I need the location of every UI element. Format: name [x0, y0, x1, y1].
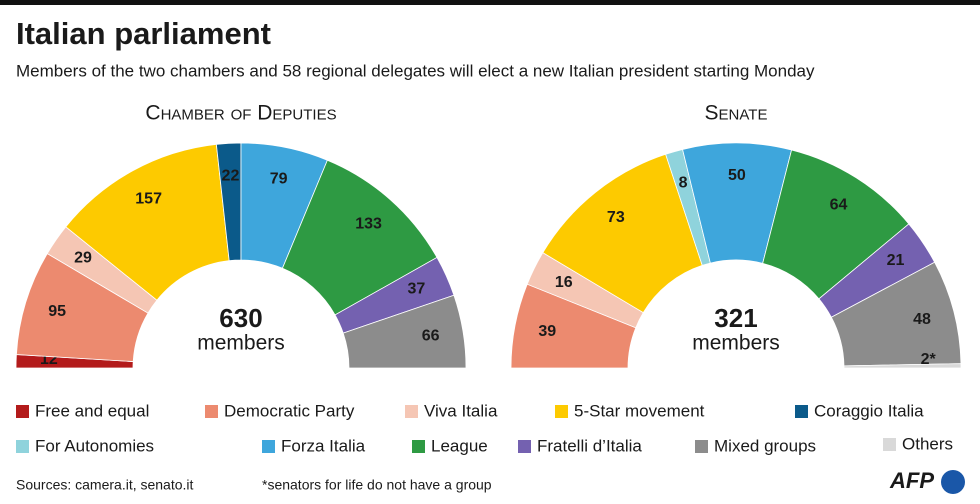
legend-swatch: [262, 440, 275, 453]
value-label: 157: [135, 191, 162, 208]
value-label: 37: [408, 281, 426, 298]
title: Italian parliament: [16, 16, 271, 51]
value-label: 79: [270, 171, 288, 188]
slice: [843, 363, 962, 369]
logo: AFP: [889, 468, 934, 493]
legend-label: Coraggio Italia: [814, 401, 924, 420]
value-label: 8: [679, 174, 688, 191]
top-bar: [0, 0, 980, 5]
value-label: 39: [538, 323, 556, 340]
legend-label: For Autonomies: [35, 436, 154, 455]
value-label: 73: [607, 209, 625, 226]
footnote: *senators for life do not have a group: [262, 477, 492, 493]
value-label: 29: [74, 250, 92, 267]
legend-swatch: [16, 405, 29, 418]
legend-swatch: [205, 405, 218, 418]
value-label: 50: [728, 167, 746, 184]
legend-swatch: [883, 438, 896, 451]
legend-label: Others: [902, 434, 953, 453]
legend-swatch: [795, 405, 808, 418]
value-label: 64: [830, 197, 848, 214]
legend-label: Democratic Party: [224, 401, 355, 420]
legend-swatch: [695, 440, 708, 453]
legend-swatch: [412, 440, 425, 453]
value-label: 95: [48, 303, 66, 320]
logo-dot: [941, 470, 965, 494]
subtitle: Members of the two chambers and 58 regio…: [16, 61, 815, 80]
value-label: 66: [422, 328, 440, 345]
value-label: 21: [887, 252, 905, 269]
legend-swatch: [16, 440, 29, 453]
value-label: 2*: [921, 351, 937, 368]
legend-label: 5-Star movement: [574, 401, 705, 420]
total: 321: [714, 303, 757, 333]
slice: [342, 294, 467, 369]
legend-swatch: [555, 405, 568, 418]
legend-label: League: [431, 436, 488, 455]
legend-label: Fratelli d’Italia: [537, 436, 642, 455]
value-label: 133: [355, 215, 382, 232]
chart-title: Chamber of Deputies: [145, 102, 336, 125]
slice: [65, 143, 230, 301]
total-label: members: [197, 332, 285, 355]
chart-title: Senate: [705, 102, 768, 125]
legend-label: Forza Italia: [281, 436, 366, 455]
value-label: 22: [222, 167, 240, 184]
value-label: 16: [555, 274, 573, 291]
legend-label: Viva Italia: [424, 401, 498, 420]
total: 630: [219, 303, 262, 333]
total-label: members: [692, 332, 780, 355]
legend-label: Free and equal: [35, 401, 149, 420]
legend-swatch: [518, 440, 531, 453]
legend-label: Mixed groups: [714, 436, 816, 455]
value-label: 48: [913, 311, 931, 328]
sources: Sources: camera.it, senato.it: [16, 477, 194, 493]
legend-swatch: [405, 405, 418, 418]
